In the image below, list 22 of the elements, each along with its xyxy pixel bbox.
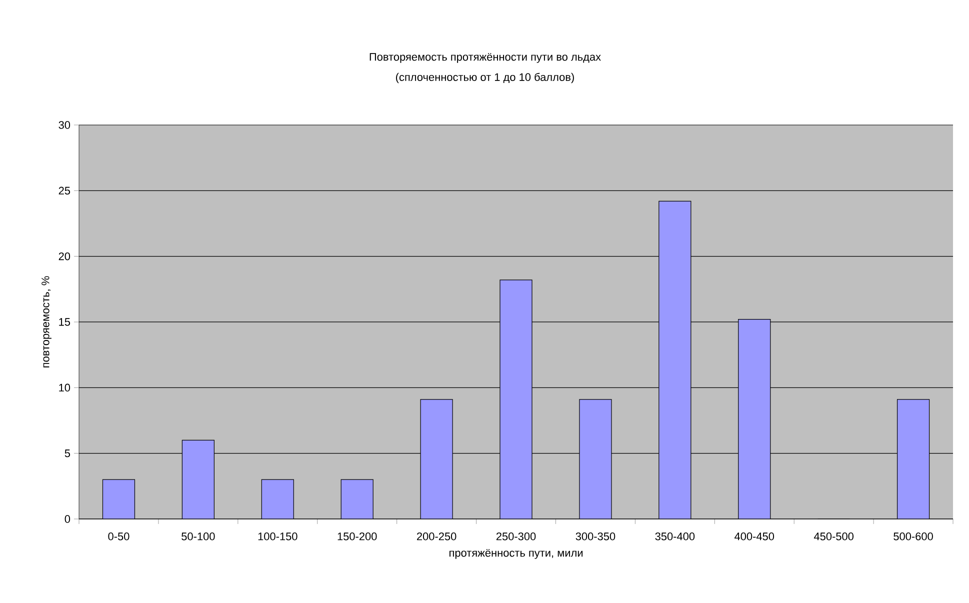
y-tick-label: 20 [58,252,70,260]
x-tick-label: 100-150 [258,532,298,540]
y-axis-title: повторяемость, % [42,276,52,368]
y-tick-label: 15 [59,318,70,326]
y-tick-label: 10 [59,384,70,392]
x-tick-label: 200-250 [416,532,456,540]
chart-title: Повторяемость протяжённости пути во льдах [370,53,601,63]
x-tick-label: 350-400 [655,532,695,540]
chart-subtitle: (сплоченностью от 1 до 10 баллов) [396,72,574,84]
x-tick-label: 300-350 [576,532,616,540]
x-tick-label: 150-200 [338,532,377,540]
x-tick-label: 50-100 [182,532,215,540]
x-tick-label: 250-300 [496,532,536,540]
y-tick-label: 0 [64,515,70,523]
x-tick-label: 400-450 [734,532,774,540]
y-tick-label: 25 [58,186,70,195]
x-tick-label: 450-500 [814,532,854,540]
y-tick-label: 5 [64,450,70,458]
x-tick-label: 500-600 [894,532,933,540]
x-axis-title: протяжённость пути, мили [450,549,583,559]
y-tick-label: 30 [58,121,70,129]
x-tick-label: 0-50 [108,532,130,540]
